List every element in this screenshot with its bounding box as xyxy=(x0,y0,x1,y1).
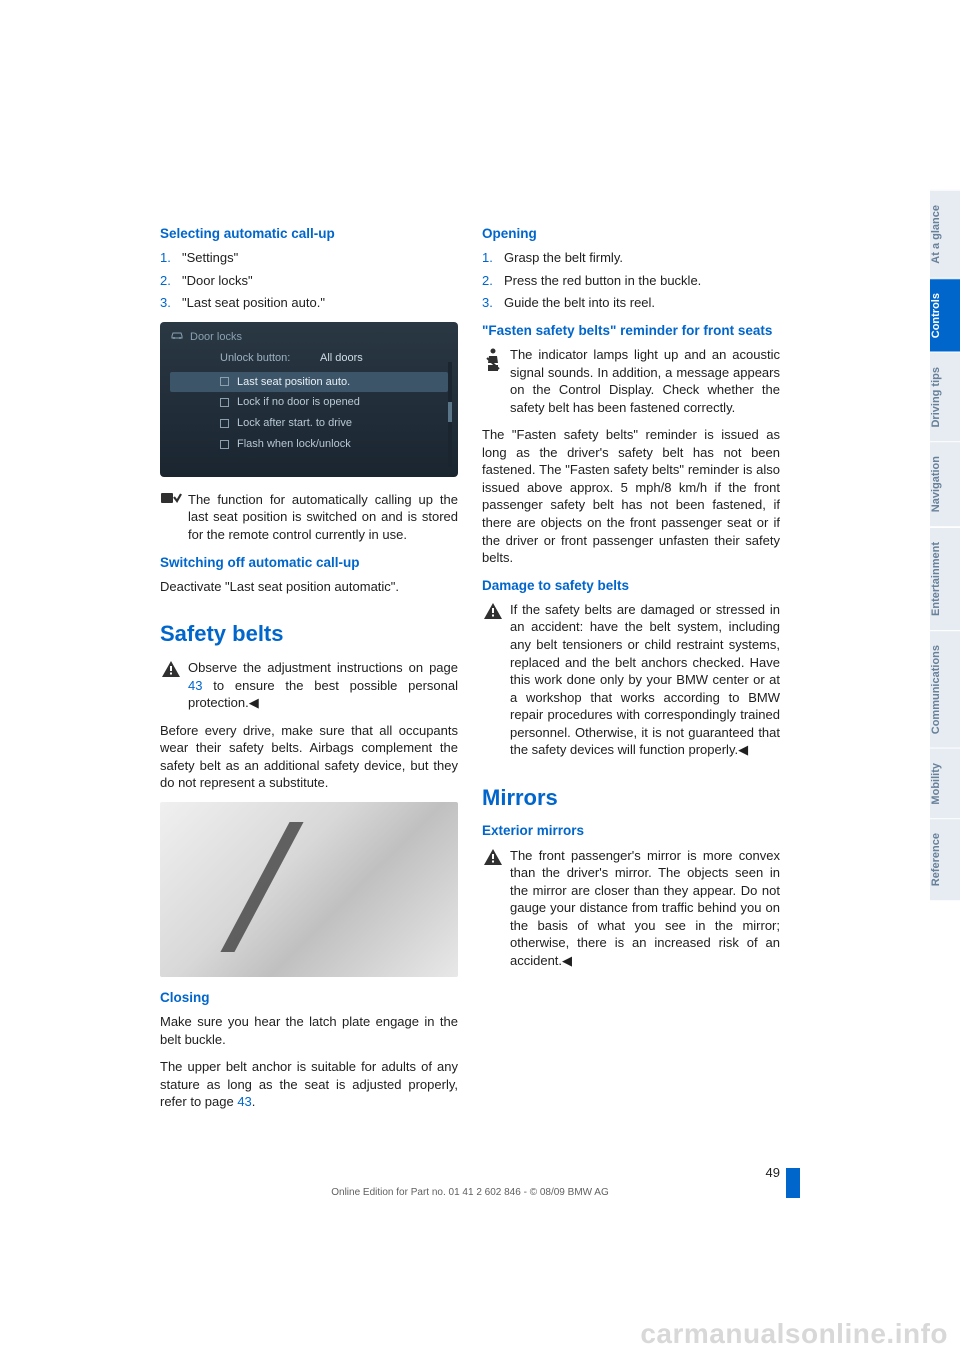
tab-reference[interactable]: Reference xyxy=(930,818,960,900)
closing-p2: The upper belt anchor is suitable for ad… xyxy=(160,1058,458,1111)
text: Observe the adjustment instructions on p… xyxy=(188,660,458,675)
end-marker-icon: ◀ xyxy=(249,695,259,710)
checkbox-icon xyxy=(220,377,229,386)
info-text: The function for automatically calling u… xyxy=(188,491,458,544)
menu-label: Lock after start. to drive xyxy=(237,416,352,431)
info-note: The function for automatically calling u… xyxy=(160,491,458,544)
belt-reminder-note: The indicator lamps light up and an acou… xyxy=(482,346,780,416)
warning-triangle-icon xyxy=(160,659,182,679)
heading-mirrors: Mirrors xyxy=(482,783,780,813)
heading-closing: Closing xyxy=(160,989,458,1007)
unlock-label: Unlock button: xyxy=(220,351,320,366)
list-item: 3.Guide the belt into its reel. xyxy=(482,294,780,312)
step-text: "Door locks" xyxy=(182,272,253,290)
seat-belt-illustration xyxy=(160,802,458,977)
page-number: 49 xyxy=(766,1165,780,1180)
menu-item: Lock if no door is opened xyxy=(170,392,448,413)
heading-selecting: Selecting automatic call-up xyxy=(160,225,458,243)
end-marker-icon: ◀ xyxy=(738,742,748,757)
damage-text: If the safety belts are damaged or stres… xyxy=(510,601,780,759)
fasten-paragraph: The "Fasten safety belts" reminder is is… xyxy=(482,426,780,566)
screenshot-title: Door locks xyxy=(190,330,242,345)
list-item: 2."Door locks" xyxy=(160,272,458,290)
menu-label: Lock if no door is opened xyxy=(237,395,360,410)
menu-label: Flash when lock/unlock xyxy=(237,437,351,452)
end-marker-icon: ◀ xyxy=(562,953,572,968)
step-number: 3. xyxy=(160,294,182,312)
step-text: "Last seat position auto." xyxy=(182,294,325,312)
page-number-bar xyxy=(786,1168,800,1198)
list-item: 1.Grasp the belt firmly. xyxy=(482,249,780,267)
menu-label: Last seat position auto. xyxy=(237,375,350,390)
screenshot-title-row: Door locks xyxy=(170,330,448,345)
page-link[interactable]: 43 xyxy=(188,678,202,693)
step-number: 1. xyxy=(160,249,182,267)
step-text: Grasp the belt firmly. xyxy=(504,249,623,267)
section-tabs: At a glance Controls Driving tips Naviga… xyxy=(930,190,960,901)
checkbox-icon xyxy=(220,419,229,428)
tab-entertainment[interactable]: Entertainment xyxy=(930,527,960,630)
list-item: 1."Settings" xyxy=(160,249,458,267)
step-number: 1. xyxy=(482,249,504,267)
step-number: 2. xyxy=(482,272,504,290)
mirrors-warning: The front passenger's mirror is more con… xyxy=(482,847,780,970)
right-column: Opening 1.Grasp the belt firmly. 2.Press… xyxy=(482,225,780,1121)
idrive-screenshot: Door locks Unlock button: All doors Last… xyxy=(160,322,458,477)
text: If the safety belts are damaged or stres… xyxy=(510,602,780,757)
mirrors-text: The front passenger's mirror is more con… xyxy=(510,847,780,970)
step-number: 3. xyxy=(482,294,504,312)
heading-opening: Opening xyxy=(482,225,780,243)
belt-strap xyxy=(220,822,389,952)
step-text: "Settings" xyxy=(182,249,238,267)
step-text: Press the red button in the buckle. xyxy=(504,272,701,290)
heading-damage: Damage to safety belts xyxy=(482,577,780,595)
settings-steps-list: 1."Settings" 2."Door locks" 3."Last seat… xyxy=(160,249,458,312)
checkbox-icon xyxy=(220,398,229,407)
menu-item: Flash when lock/unlock xyxy=(170,434,448,455)
unlock-value: All doors xyxy=(320,351,363,366)
watermark-text: carmanualsonline.info xyxy=(640,1318,948,1350)
switching-off-text: Deactivate "Last seat position automatic… xyxy=(160,578,458,596)
warning-triangle-icon xyxy=(482,847,504,867)
text: . xyxy=(252,1094,256,1109)
tab-at-a-glance[interactable]: At a glance xyxy=(930,190,960,278)
tab-controls[interactable]: Controls xyxy=(930,278,960,352)
closing-p1: Make sure you hear the latch plate engag… xyxy=(160,1013,458,1048)
page-link[interactable]: 43 xyxy=(237,1094,251,1109)
tab-communications[interactable]: Communications xyxy=(930,630,960,748)
footer-text: Online Edition for Part no. 01 41 2 602 … xyxy=(160,1187,780,1198)
belt-reminder-text: The indicator lamps light up and an acou… xyxy=(510,346,780,416)
seatbelt-warning-icon xyxy=(482,346,504,374)
text: to ensure the best possible personal pro… xyxy=(188,678,458,711)
menu-item: Lock after start. to drive xyxy=(170,413,448,434)
text: The front passenger's mirror is more con… xyxy=(510,848,780,968)
list-item: 3."Last seat position auto." xyxy=(160,294,458,312)
opening-steps-list: 1.Grasp the belt firmly. 2.Press the red… xyxy=(482,249,780,312)
tab-mobility[interactable]: Mobility xyxy=(930,748,960,819)
heading-fasten-reminder: "Fasten safety belts" reminder for front… xyxy=(482,322,780,340)
warning-text: Observe the adjustment instructions on p… xyxy=(188,659,458,712)
heading-safety-belts: Safety belts xyxy=(160,619,458,649)
damage-warning: If the safety belts are damaged or stres… xyxy=(482,601,780,759)
car-icon xyxy=(170,330,184,345)
scroll-indicator xyxy=(448,362,452,467)
warning-triangle-icon xyxy=(482,601,504,621)
safety-paragraph: Before every drive, make sure that all o… xyxy=(160,722,458,792)
heading-switching-off: Switching off automatic call-up xyxy=(160,554,458,572)
menu-item-selected: Last seat position auto. xyxy=(170,372,448,393)
text: The upper belt anchor is suitable for ad… xyxy=(160,1059,458,1109)
tab-navigation[interactable]: Navigation xyxy=(930,441,960,526)
warning-note: Observe the adjustment instructions on p… xyxy=(160,659,458,712)
tab-driving-tips[interactable]: Driving tips xyxy=(930,352,960,442)
checkbox-icon xyxy=(220,440,229,449)
unlock-row: Unlock button: All doors xyxy=(220,351,448,366)
left-column: Selecting automatic call-up 1."Settings"… xyxy=(160,225,458,1121)
content-columns: Selecting automatic call-up 1."Settings"… xyxy=(160,225,780,1121)
manual-page: Selecting automatic call-up 1."Settings"… xyxy=(0,0,960,1358)
display-check-icon xyxy=(160,491,182,507)
list-item: 2.Press the red button in the buckle. xyxy=(482,272,780,290)
step-text: Guide the belt into its reel. xyxy=(504,294,655,312)
step-number: 2. xyxy=(160,272,182,290)
heading-exterior-mirrors: Exterior mirrors xyxy=(482,822,780,840)
